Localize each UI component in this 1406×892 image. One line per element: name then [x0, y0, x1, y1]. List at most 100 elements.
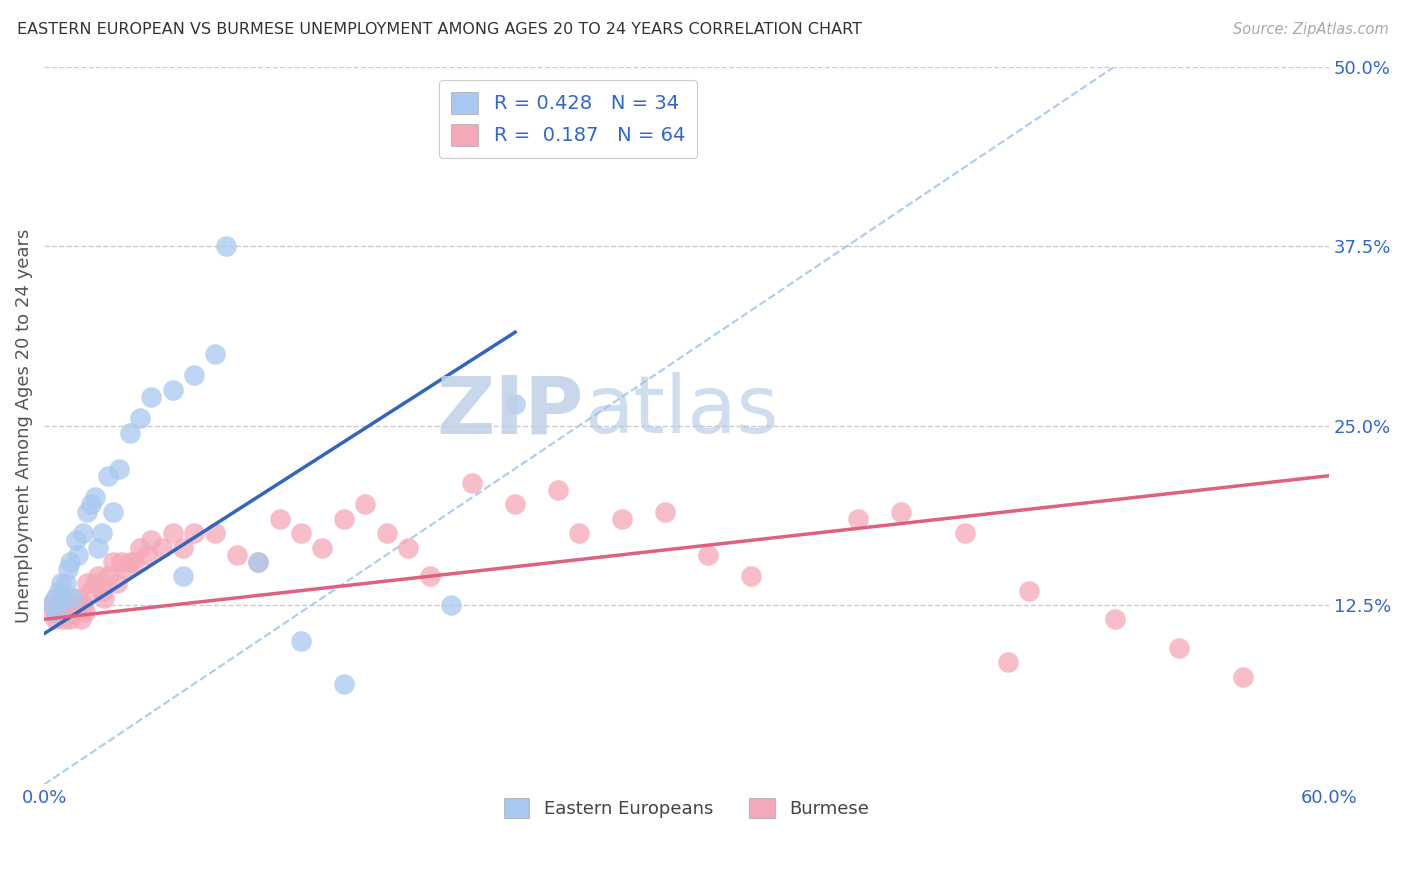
- Point: [101, 505, 124, 519]
- Point: [65, 598, 87, 612]
- Point: [51, 598, 73, 612]
- Point: [55, 576, 77, 591]
- Point: [69, 612, 91, 626]
- Point: [890, 505, 912, 519]
- Point: [333, 512, 356, 526]
- Point: [118, 555, 141, 569]
- Point: [162, 383, 184, 397]
- Point: [59, 612, 82, 626]
- Point: [44, 612, 66, 626]
- Point: [72, 598, 94, 612]
- Point: [122, 555, 145, 569]
- Point: [503, 498, 526, 512]
- Point: [568, 526, 591, 541]
- Point: [118, 425, 141, 440]
- Point: [39, 598, 62, 612]
- Point: [172, 541, 194, 555]
- Point: [52, 591, 75, 605]
- Point: [290, 633, 312, 648]
- Point: [67, 548, 90, 562]
- Point: [44, 591, 66, 605]
- Point: [547, 483, 569, 497]
- Point: [76, 505, 98, 519]
- Point: [846, 512, 869, 526]
- Point: [55, 605, 77, 619]
- Point: [60, 598, 83, 612]
- Point: [997, 656, 1019, 670]
- Point: [311, 541, 333, 555]
- Point: [953, 526, 976, 541]
- Point: [503, 397, 526, 411]
- Text: EASTERN EUROPEAN VS BURMESE UNEMPLOYMENT AMONG AGES 20 TO 24 YEARS CORRELATION C: EASTERN EUROPEAN VS BURMESE UNEMPLOYMENT…: [17, 22, 862, 37]
- Point: [90, 526, 112, 541]
- Point: [93, 591, 115, 605]
- Point: [59, 555, 82, 569]
- Point: [90, 583, 112, 598]
- Text: ZIP: ZIP: [436, 372, 583, 450]
- Point: [60, 591, 83, 605]
- Point: [97, 569, 120, 583]
- Point: [48, 583, 70, 598]
- Point: [215, 239, 238, 253]
- Point: [52, 612, 75, 626]
- Text: Source: ZipAtlas.com: Source: ZipAtlas.com: [1233, 22, 1389, 37]
- Point: [183, 368, 205, 383]
- Point: [654, 505, 676, 519]
- Point: [204, 347, 226, 361]
- Point: [696, 548, 718, 562]
- Point: [204, 526, 226, 541]
- Point: [110, 555, 132, 569]
- Point: [1018, 583, 1040, 598]
- Point: [56, 562, 79, 576]
- Y-axis label: Unemployment Among Ages 20 to 24 years: Unemployment Among Ages 20 to 24 years: [15, 228, 32, 623]
- Point: [612, 512, 634, 526]
- Point: [135, 548, 157, 562]
- Point: [172, 569, 194, 583]
- Point: [247, 555, 270, 569]
- Point: [86, 541, 108, 555]
- Point: [67, 591, 90, 605]
- Point: [48, 605, 70, 619]
- Point: [354, 498, 377, 512]
- Point: [1104, 612, 1126, 626]
- Point: [333, 677, 356, 691]
- Point: [84, 576, 107, 591]
- Point: [162, 526, 184, 541]
- Point: [72, 526, 94, 541]
- Point: [129, 411, 152, 425]
- Point: [141, 533, 163, 548]
- Point: [73, 605, 96, 619]
- Point: [84, 491, 107, 505]
- Point: [105, 576, 128, 591]
- Point: [41, 605, 63, 619]
- Point: [375, 526, 398, 541]
- Point: [46, 605, 69, 619]
- Point: [65, 533, 87, 548]
- Point: [290, 526, 312, 541]
- Legend: Eastern Europeans, Burmese: Eastern Europeans, Burmese: [496, 790, 876, 826]
- Point: [247, 555, 270, 569]
- Point: [80, 583, 103, 598]
- Point: [129, 541, 152, 555]
- Point: [63, 605, 86, 619]
- Point: [396, 541, 419, 555]
- Point: [114, 562, 136, 576]
- Point: [97, 468, 120, 483]
- Point: [740, 569, 762, 583]
- Point: [1167, 641, 1189, 656]
- Point: [76, 576, 98, 591]
- Point: [269, 512, 291, 526]
- Point: [80, 498, 103, 512]
- Point: [108, 461, 131, 475]
- Point: [39, 598, 62, 612]
- Point: [150, 541, 173, 555]
- Point: [46, 591, 69, 605]
- Point: [141, 390, 163, 404]
- Point: [183, 526, 205, 541]
- Point: [56, 598, 79, 612]
- Point: [1232, 670, 1254, 684]
- Text: atlas: atlas: [583, 372, 778, 450]
- Point: [101, 555, 124, 569]
- Point: [461, 475, 484, 490]
- Point: [225, 548, 247, 562]
